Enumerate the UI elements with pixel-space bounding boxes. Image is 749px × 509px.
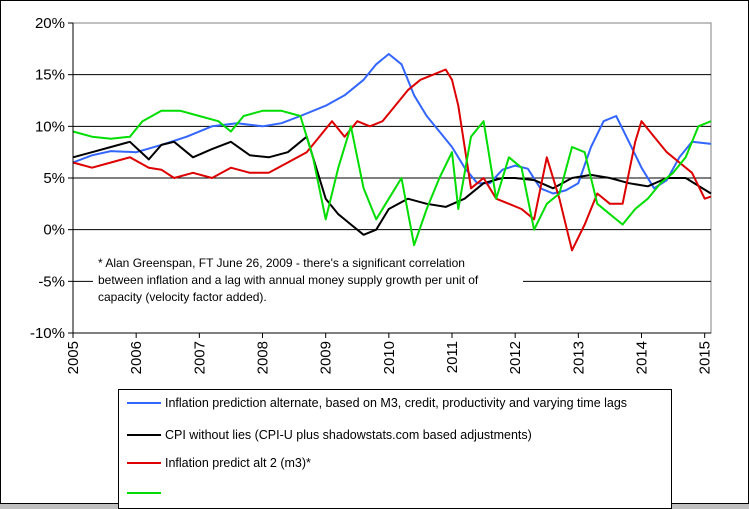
y-tick-label: 10% xyxy=(35,118,65,135)
annotation-line-2: between inflation and a lag with annual … xyxy=(98,273,479,287)
series-lines xyxy=(72,53,712,252)
red-series-line xyxy=(72,68,712,252)
x-tick-label: 2012 xyxy=(507,341,524,374)
legend-swatch-green xyxy=(127,492,161,494)
annotation-background xyxy=(93,254,523,308)
y-tick-label: 0% xyxy=(43,222,65,239)
y-tick-label: 5% xyxy=(43,170,65,187)
legend-swatch-black xyxy=(127,434,161,436)
x-tick-label: 2011 xyxy=(444,341,461,373)
x-tick-label: 2014 xyxy=(634,341,651,374)
legend-swatch-blue xyxy=(127,402,161,404)
x-tick-label: 2013 xyxy=(570,341,587,374)
legend-label: CPI without lies (CPI-U plus shadowstats… xyxy=(165,428,532,442)
y-tick-label: 15% xyxy=(35,67,65,84)
x-tick-labels: 2005 2006 2007 2008 2009 2010 2011 2012 2013 2014… xyxy=(65,341,714,374)
black-series-line xyxy=(72,135,712,236)
x-tick-label: 2015 xyxy=(697,341,714,374)
x-tick-label: 2007 xyxy=(191,341,208,374)
legend-item-red-series: Inflation predict alt 2 (m3)* xyxy=(127,456,665,470)
y-tick-label: -10% xyxy=(30,325,65,342)
annotation-box: * Alan Greenspan, FT June 26, 2009 - the… xyxy=(93,254,523,308)
legend-label: Inflation predict alt 2 (m3)* xyxy=(165,456,311,470)
y-tick-label: -5% xyxy=(38,273,65,290)
green-series-line xyxy=(72,109,712,247)
y-tick-label: 20% xyxy=(35,15,65,32)
annotation-line-1: * Alan Greenspan, FT June 26, 2009 - the… xyxy=(98,256,465,270)
x-tick-label: 2006 xyxy=(128,341,145,374)
legend-item-black-series: CPI without lies (CPI-U plus shadowstats… xyxy=(127,428,665,442)
annotation-line-3: capacity (velocity factor added). xyxy=(98,290,267,304)
legend: Inflation prediction alternate, based on… xyxy=(118,389,672,509)
legend-item-blue-series: Inflation prediction alternate, based on… xyxy=(127,396,665,410)
x-tick-label: 2005 xyxy=(65,341,82,374)
legend-swatch-red xyxy=(127,462,161,464)
axes xyxy=(68,22,711,338)
x-tick-label: 2010 xyxy=(381,341,398,374)
legend-label: Inflation prediction alternate, based on… xyxy=(165,396,628,410)
y-tick-labels: 20% 15% 10% 5% 0% -5% -10% xyxy=(30,15,65,342)
x-tick-label: 2008 xyxy=(255,341,272,374)
x-tick-label: 2009 xyxy=(318,341,335,374)
blue-series-line xyxy=(72,53,712,195)
